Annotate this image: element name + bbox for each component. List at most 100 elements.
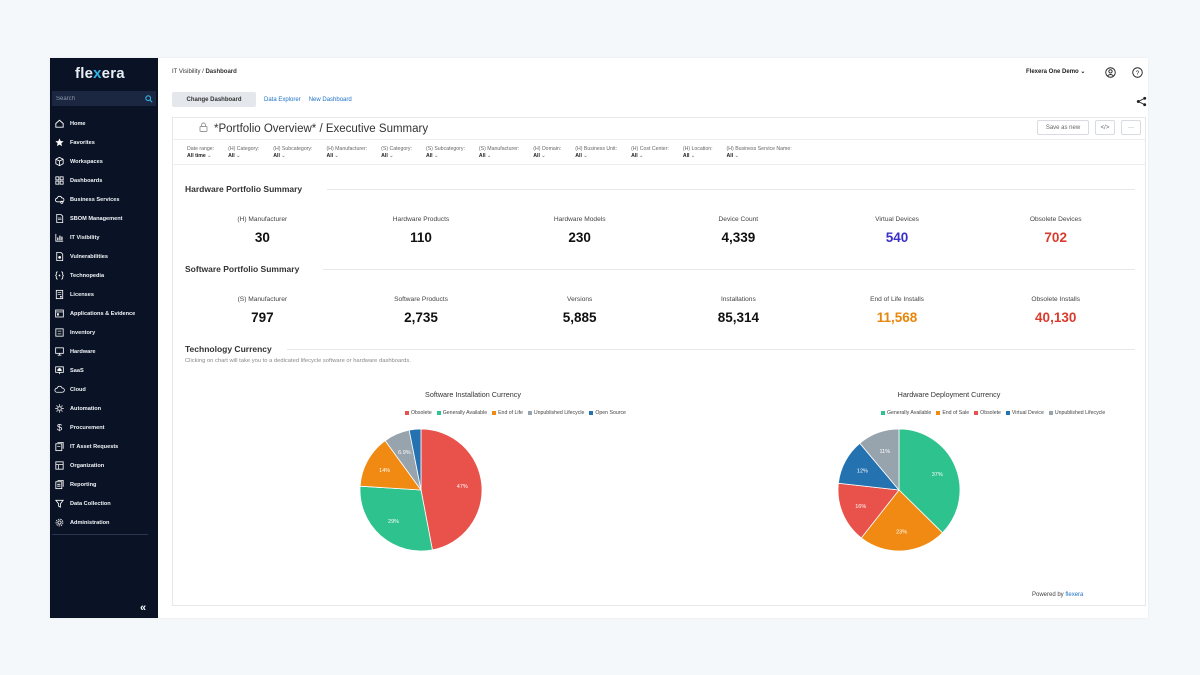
pie-slice-obsolete[interactable]	[420, 428, 483, 551]
sidebar-item-saas[interactable]: SaaS	[50, 361, 158, 380]
sidebar-item-vulnerabilities[interactable]: Vulnerabilities	[50, 247, 158, 266]
filter-dropdown[interactable]: (H) Business Unit: All ⌄	[575, 146, 617, 159]
sidebar-item-reporting[interactable]: Reporting	[50, 475, 158, 494]
pie-data-label: 12%	[857, 468, 868, 474]
filter-dropdown[interactable]: (S) Subcategory: All ⌄	[426, 146, 465, 159]
kpi-tile[interactable]: Device Count 4,339	[659, 216, 818, 245]
kpi-tile[interactable]: (H) Manufacturer 30	[183, 216, 342, 245]
more-options-button[interactable]: ···	[1121, 120, 1141, 135]
legend-item[interactable]: Generally Available	[881, 410, 931, 416]
dashboard-title-text: *Portfolio Overview* / Executive Summary	[214, 122, 429, 135]
legend-item[interactable]: Obsolete	[405, 410, 432, 416]
pie-slice-unpublished-lifecycle[interactable]	[859, 428, 900, 492]
sidebar-item-hardware[interactable]: Hardware	[50, 342, 158, 361]
filter-dropdown[interactable]: Date range: All time ⌄	[187, 146, 214, 159]
legend-item[interactable]: Unpublished Lifecycle	[1048, 410, 1105, 416]
kpi-tile[interactable]: (S) Manufacturer 797	[183, 296, 342, 325]
help-icon[interactable]: ?	[1131, 66, 1143, 78]
user-account-icon[interactable]	[1104, 66, 1116, 78]
legend-label: Open Source	[595, 410, 626, 416]
kpi-value: 230	[568, 230, 591, 245]
kpi-tile[interactable]: Obsolete Installs 40,130	[976, 296, 1135, 325]
pie-data-label: 23%	[896, 529, 907, 535]
sidebar-item-procurement[interactable]: $ Procurement	[50, 418, 158, 437]
org-selector[interactable]: Flexera One Demo ⌄	[1026, 68, 1085, 75]
sidebar-item-workspaces[interactable]: Workspaces	[50, 152, 158, 171]
technology-currency-subtitle: Clicking on chart will take you to a ded…	[185, 358, 411, 364]
pie-slice-end-of-life[interactable]	[359, 440, 422, 491]
hardware-deployment-pie-chart[interactable]: 37% 23% 16% 12% 11%	[836, 427, 962, 553]
pie-slice-end-of-sale[interactable]	[860, 489, 944, 552]
sidebar-item-cloud[interactable]: Cloud	[50, 380, 158, 399]
filter-dropdown[interactable]: (H) Domain: All ⌄	[533, 146, 561, 159]
sidebar-item-inventory[interactable]: Inventory	[50, 323, 158, 342]
legend-item[interactable]: End of Life	[492, 410, 523, 416]
kpi-value: 797	[251, 310, 274, 325]
funnel-icon	[53, 498, 65, 510]
sidebar-item-organization[interactable]: Organization	[50, 456, 158, 475]
kpi-value: 702	[1044, 230, 1067, 245]
kpi-tile[interactable]: Hardware Products 110	[342, 216, 501, 245]
legend-item[interactable]: Virtual Device	[1005, 410, 1044, 416]
pie-slice-generally-available[interactable]	[359, 485, 433, 552]
legend-item[interactable]: Open Source	[589, 410, 626, 416]
sidebar-item-data-collection[interactable]: Data Collection	[50, 494, 158, 513]
sidebar-item-applications-evidence[interactable]: Applications & Evidence	[50, 304, 158, 323]
pie-slice-generally-available[interactable]	[898, 428, 961, 534]
legend-item[interactable]: Generally Available	[436, 410, 487, 416]
filter-value-text: All	[381, 153, 388, 159]
pie-slice-obsolete[interactable]	[837, 482, 900, 539]
sidebar-item-technopedia[interactable]: Technopedia	[50, 266, 158, 285]
kpi-tile[interactable]: Hardware Models 230	[500, 216, 659, 245]
sidebar-item-favorites[interactable]: Favorites	[50, 133, 158, 152]
pie-data-label: 14%	[379, 468, 390, 474]
filter-value-text: All	[575, 153, 582, 159]
sidebar-item-it-visibility[interactable]: IT Visibility	[50, 228, 158, 247]
filter-dropdown[interactable]: (H) Manufacturer: All ⌄	[326, 146, 367, 159]
flexera-footer-logo: flexera	[1065, 592, 1084, 598]
legend-item[interactable]: Obsolete	[974, 410, 1001, 416]
sidebar-item-automation[interactable]: Automation	[50, 399, 158, 418]
monitor-icon	[53, 346, 65, 358]
kpi-tile[interactable]: Virtual Devices 540	[818, 216, 977, 245]
embed-code-button[interactable]: </>	[1095, 120, 1115, 135]
legend-item[interactable]: Unpublished Lifecycle	[527, 410, 584, 416]
sidebar-item-sbom-management[interactable]: SBOM Management	[50, 209, 158, 228]
sidebar-item-licenses[interactable]: Licenses	[50, 285, 158, 304]
pie-slice-open-source[interactable]	[408, 428, 422, 491]
data-explorer-link[interactable]: Data Explorer	[264, 96, 301, 103]
software-installation-pie-chart[interactable]: 47% 29% 14% 6.9%	[358, 427, 484, 553]
breadcrumb-parent[interactable]: IT Visibility	[172, 69, 201, 75]
new-dashboard-link[interactable]: New Dashboard	[308, 96, 352, 103]
sidebar-item-business-services[interactable]: Business Services	[50, 190, 158, 209]
kpi-tile[interactable]: Obsolete Devices 702	[976, 216, 1135, 245]
collapse-sidebar-icon[interactable]: «	[140, 602, 147, 614]
filter-dropdown[interactable]: (H) Cost Center: All ⌄	[631, 146, 669, 159]
filter-dropdown[interactable]: (H) Location: All ⌄	[683, 146, 713, 159]
filter-value-text: All	[478, 153, 486, 159]
kpi-tile[interactable]: Installations 85,314	[659, 296, 818, 325]
search-icon[interactable]	[142, 92, 156, 106]
legend-swatch	[974, 411, 979, 415]
filter-dropdown[interactable]: (S) Manufacturer: All ⌄	[479, 146, 519, 159]
filter-dropdown[interactable]: (H) Subcategory: All ⌄	[273, 146, 312, 159]
sidebar-item-it-asset-requests[interactable]: IT Asset Requests	[50, 437, 158, 456]
svg-text:$: $	[56, 423, 61, 433]
kpi-tile[interactable]: Versions 5,885	[500, 296, 659, 325]
kpi-tile[interactable]: End of Life Installs 11,568	[818, 296, 977, 325]
save-as-new-button[interactable]: Save as new	[1037, 120, 1089, 135]
flexera-logo[interactable]: flexera	[75, 65, 125, 82]
filter-dropdown[interactable]: (H) Category: All ⌄	[228, 146, 259, 159]
filter-dropdown[interactable]: (S) Category: All ⌄	[381, 146, 412, 159]
change-dashboard-button[interactable]: Change Dashboard	[172, 92, 256, 107]
search-input[interactable]	[52, 95, 142, 102]
sidebar-item-dashboards[interactable]: Dashboards	[50, 171, 158, 190]
legend-item[interactable]: End of Sale	[936, 410, 969, 416]
filter-dropdown[interactable]: (H) Business Service Name: All ⌄	[727, 146, 792, 159]
kpi-tile[interactable]: Software Products 2,735	[342, 296, 501, 325]
sidebar-item-home[interactable]: Home	[50, 114, 158, 133]
kpi-label: Versions	[567, 296, 593, 303]
share-icon[interactable]	[1136, 94, 1147, 107]
sidebar-item-administration[interactable]: Administration	[50, 513, 158, 532]
sidebar-item-label: Reporting	[70, 481, 97, 488]
